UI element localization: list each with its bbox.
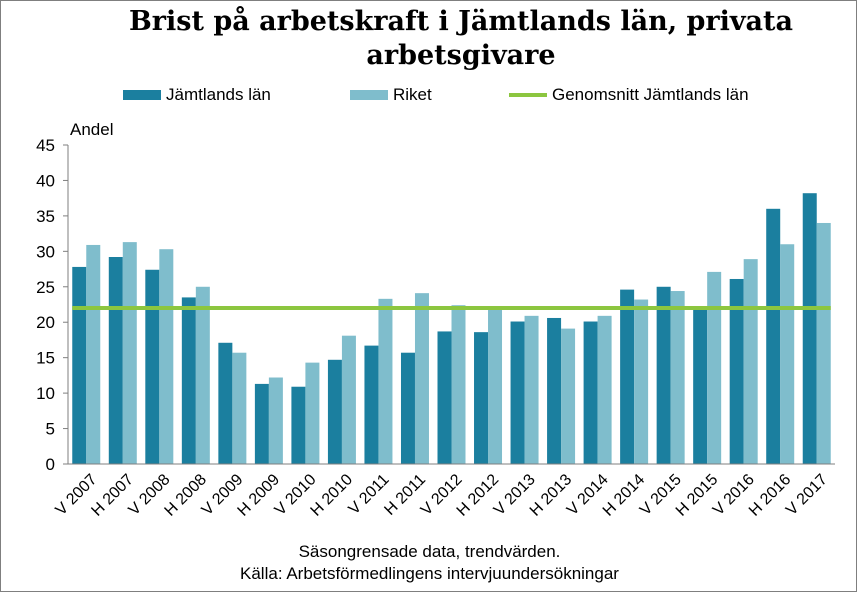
y-tick-label: 35 (36, 207, 55, 226)
bar-jamtland (145, 269, 160, 464)
bar-jamtland (547, 317, 562, 464)
bar-jamtland (108, 257, 123, 464)
bar-jamtland (510, 321, 525, 464)
bars (67, 145, 835, 465)
legend: Jämtlands län Riket Genomsnitt Jämtlands… (1, 85, 857, 105)
bar-riket (670, 291, 685, 464)
bar-jamtland (656, 286, 671, 464)
bar-jamtland (693, 308, 708, 464)
y-tick-label: 10 (36, 384, 55, 403)
bar-jamtland (400, 352, 415, 464)
legend-swatch-jamtland (123, 90, 161, 100)
legend-label-average: Genomsnitt Jämtlands län (552, 85, 749, 104)
bar-riket (268, 377, 283, 464)
bar-jamtland (802, 193, 817, 464)
bar-jamtland (729, 278, 744, 464)
bar-riket (159, 249, 174, 464)
bar-jamtland (327, 359, 342, 464)
bar-riket (780, 244, 795, 464)
legend-item-jamtland: Jämtlands län (123, 85, 271, 105)
legend-item-average: Genomsnitt Jämtlands län (509, 85, 749, 105)
legend-label-riket: Riket (393, 85, 432, 104)
bar-jamtland (583, 321, 598, 464)
y-axis-ticks: 0 5 10 15 20 25 30 35 40 45 (36, 136, 68, 474)
y-axis-title: Andel (70, 120, 113, 139)
bar-riket (707, 271, 722, 464)
y-tick-label: 5 (46, 420, 55, 439)
legend-item-riket: Riket (350, 85, 432, 105)
bar-jamtland (181, 297, 196, 464)
bar-jamtland (72, 266, 87, 464)
bar-riket (743, 259, 758, 464)
bar-riket (122, 242, 137, 464)
bar-riket (414, 293, 429, 464)
y-tick-label: 30 (36, 242, 55, 261)
bar-jamtland (766, 208, 781, 464)
bar-riket (86, 244, 101, 464)
chart-title: Brist på arbetskraft i Jämtlands län, pr… (128, 6, 794, 71)
bar-riket (451, 305, 466, 464)
y-tick-label: 45 (36, 136, 55, 155)
bar-jamtland (620, 289, 635, 464)
y-tick-label: 40 (36, 171, 55, 190)
bar-jamtland (437, 331, 452, 464)
bar-jamtland (474, 332, 489, 464)
bar-riket (816, 222, 831, 464)
legend-swatch-average (509, 93, 547, 97)
bar-riket (561, 328, 576, 464)
y-tick-label: 25 (36, 278, 55, 297)
y-tick-label: 0 (46, 455, 55, 474)
footer-note: Säsongrensade data, trendvärden. (298, 542, 561, 561)
bar-jamtland (291, 386, 306, 464)
x-tick-label: H 2010 (308, 471, 357, 520)
bar-riket (488, 308, 503, 464)
bar-jamtland (254, 383, 269, 464)
bar-riket (524, 315, 539, 464)
bar-riket (195, 286, 210, 464)
bar-jamtland (218, 342, 233, 464)
bar-riket (597, 315, 612, 464)
legend-swatch-riket (350, 90, 388, 100)
y-tick-label: 15 (36, 349, 55, 368)
y-tick-label: 20 (36, 313, 55, 332)
bar-riket (305, 362, 320, 464)
bar-riket (634, 299, 649, 464)
bar-jamtland (364, 345, 379, 464)
bar-riket (378, 298, 393, 464)
footer-source: Källa: Arbetsförmedlingens intervjuunder… (240, 564, 619, 583)
bar-riket (341, 335, 356, 464)
bar-riket (232, 352, 247, 464)
x-tick-label: V 2017 (783, 471, 831, 519)
legend-label-jamtland: Jämtlands län (166, 85, 271, 104)
